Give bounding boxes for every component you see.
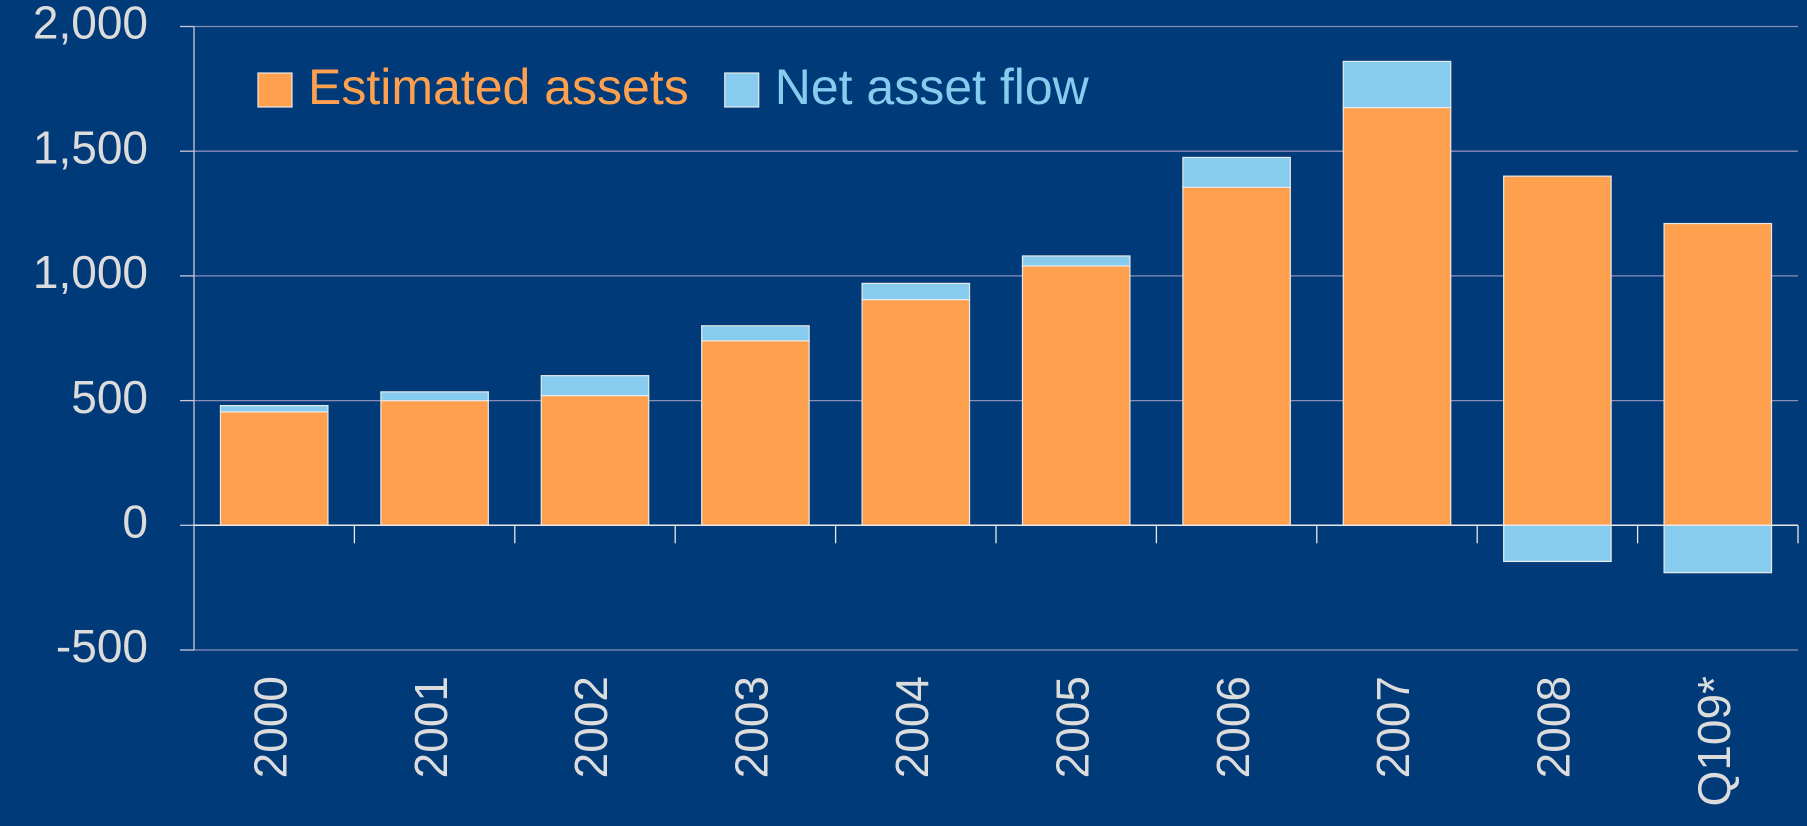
y-tick-label: -500 [56, 620, 148, 672]
bar-segment [1503, 524, 1612, 563]
bar-segment [1021, 265, 1131, 526]
bar-segment [701, 325, 810, 342]
bar-segment [1182, 186, 1291, 526]
bar-segment [861, 298, 971, 526]
bar-segment [1503, 175, 1612, 526]
legend-label: Estimated assets [308, 59, 689, 115]
x-tick-label: Q109* [1688, 676, 1740, 807]
x-tick-label: 2003 [726, 676, 778, 778]
bar-segment [861, 282, 971, 301]
bar-segment [219, 411, 329, 526]
bar-segment [219, 404, 329, 413]
x-tick-label: 2001 [405, 676, 457, 778]
bar-segment [1342, 60, 1452, 109]
bar-segment [540, 375, 650, 397]
x-tick-label: 2005 [1046, 676, 1098, 778]
bar-segment [1182, 156, 1291, 188]
bar-segment [1021, 255, 1131, 267]
x-tick-label: 2008 [1528, 676, 1580, 778]
bar-segment [540, 395, 650, 526]
bar-segment [380, 400, 489, 526]
bar-segment [1663, 222, 1773, 526]
legend-swatch [724, 72, 760, 108]
x-tick-label: 2002 [565, 676, 617, 778]
bar-segment [1342, 106, 1452, 526]
x-tick-label: 2007 [1367, 676, 1419, 778]
x-tick-label: 2006 [1207, 676, 1259, 778]
bar-segment [380, 391, 489, 402]
y-tick-label: 1,500 [33, 121, 148, 173]
y-tick-label: 2,000 [33, 0, 148, 49]
y-tick-label: 1,000 [33, 246, 148, 298]
y-tick-label: 500 [71, 371, 148, 423]
x-tick-label: 2004 [886, 676, 938, 778]
y-tick-label: 0 [122, 495, 148, 547]
legend-label: Net asset flow [775, 59, 1090, 115]
x-tick-label: 2000 [244, 676, 296, 778]
bar-segment [701, 340, 810, 526]
bar-segment [1663, 524, 1773, 574]
legend-swatch [257, 72, 293, 108]
